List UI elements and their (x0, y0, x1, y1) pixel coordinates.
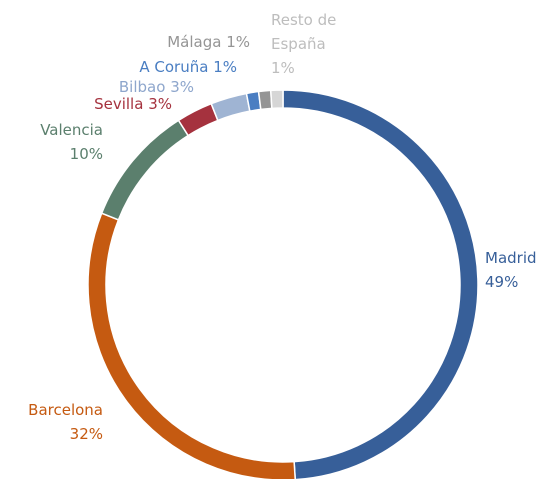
slice (100, 119, 190, 221)
category-name: Málaga (167, 33, 222, 51)
slice-label: Resto de España 1% (271, 8, 351, 80)
slice-label: Sevilla 3% (94, 92, 172, 116)
value-label: 1% (213, 58, 237, 76)
value-label: 49% (485, 273, 519, 291)
slice-label: Málaga 1% (167, 30, 250, 54)
category-name: Madrid (485, 249, 537, 267)
slice-label: A Coruña 1% (139, 55, 237, 79)
category-name: Sevilla (94, 95, 144, 113)
value-label: 3% (170, 78, 194, 96)
category-name: Barcelona (28, 401, 103, 419)
category-name: Bilbao (118, 78, 166, 96)
slice-label: Valencia 10% (40, 118, 103, 166)
slice (257, 89, 273, 111)
value-label: 1% (271, 59, 295, 77)
category-name: A Coruña (139, 58, 209, 76)
slice-label: Madrid 49% (485, 246, 537, 294)
value-label: 3% (148, 95, 172, 113)
slice (177, 102, 219, 137)
slice (87, 212, 296, 479)
slice (210, 92, 251, 122)
value-label: 1% (226, 33, 250, 51)
slice (269, 89, 284, 110)
slice-label: Bilbao 3% (119, 75, 194, 99)
value-label: 10% (69, 145, 103, 163)
category-name: Resto de España (271, 11, 337, 53)
slice-label: Barcelona 32% (28, 398, 103, 446)
slice (282, 89, 479, 479)
category-name: Valencia (40, 121, 103, 139)
value-label: 32% (69, 425, 103, 443)
